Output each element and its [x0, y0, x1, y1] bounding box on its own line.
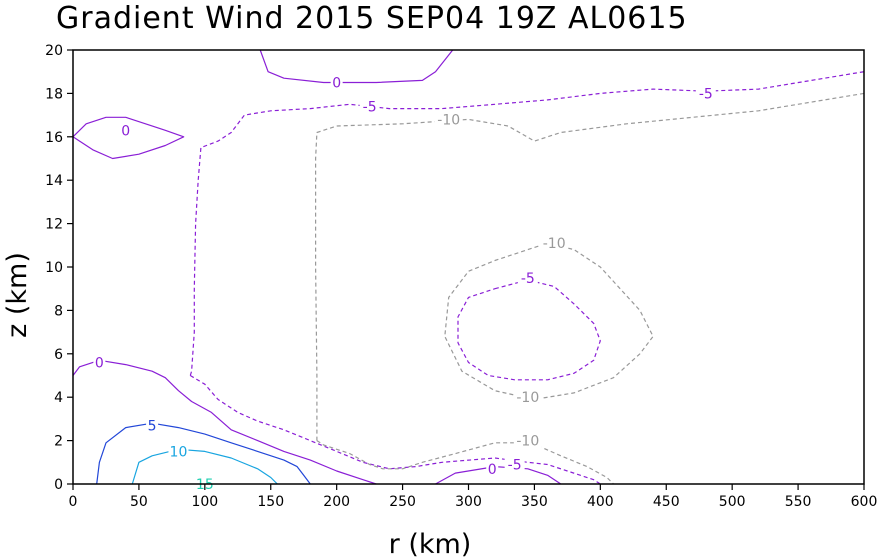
contour-label: -10 [516, 390, 539, 406]
contour-label: 10 [170, 444, 188, 460]
contour-label: -5 [363, 99, 377, 115]
contour-line-minus10-11 [316, 440, 614, 485]
plot-frame [72, 49, 865, 485]
contour-line-minus5-8 [189, 374, 601, 485]
contour-label: -10 [437, 112, 460, 128]
y-axis: 0 2 4 6 8 10 12 14 16 18 20 [45, 43, 73, 493]
y-axis-label: z (km) [2, 252, 33, 338]
contour-line-5-4 [96, 422, 311, 485]
contour-label-bg [517, 269, 538, 286]
y-tick-label: 8 [54, 303, 63, 319]
x-tick-label: 200 [323, 494, 350, 510]
x-tick-label: 600 [851, 494, 878, 510]
y-tick-label: 4 [54, 390, 63, 406]
contour-line-10-5 [131, 448, 278, 485]
y-tick-label: 16 [45, 130, 63, 146]
contour-line-0-3 [72, 116, 185, 160]
y-tick-label: 18 [45, 86, 63, 102]
contour-label-bg [513, 389, 542, 406]
contour-label-bg [146, 417, 159, 434]
y-tick-label: 12 [45, 217, 63, 233]
contour-line-minus10-10 [315, 92, 865, 441]
y-tick-label: 2 [54, 434, 63, 450]
contour-label: 0 [95, 355, 104, 371]
contour-label-bg [540, 235, 569, 252]
contour-label-bg [513, 432, 542, 449]
contour-label: 0 [332, 76, 341, 92]
contour-label-bg [93, 354, 106, 371]
x-tick-label: 100 [191, 494, 218, 510]
y-tick-label: 20 [45, 43, 63, 59]
x-tick-label: 250 [389, 494, 416, 510]
x-axis-label: r (km) [389, 529, 472, 560]
contour-label-bg [695, 85, 716, 102]
y-tick-label: 6 [54, 347, 63, 363]
x-tick-label: 300 [455, 494, 482, 510]
contour-label-bg [359, 98, 380, 115]
contour-label-bg [504, 456, 525, 473]
y-tick-label: 0 [54, 477, 63, 493]
x-tick-label: 450 [653, 494, 680, 510]
contour-line-minus5-7 [189, 71, 865, 376]
x-tick-label: 500 [719, 494, 746, 510]
contour-line-minus5-9 [457, 279, 601, 381]
x-tick-label: 150 [257, 494, 284, 510]
chart-title: Gradient Wind 2015 SEP04 19Z AL0615 [56, 1, 688, 36]
contour-label-bg [119, 122, 132, 139]
contour-line-0-2 [259, 49, 454, 84]
y-tick-label: 14 [45, 173, 63, 189]
contour-label-bg [434, 111, 463, 128]
x-tick-label: 350 [521, 494, 548, 510]
contour-label: -5 [521, 271, 535, 287]
x-axis: 0 50 100 150 200 250 300 350 400 450 500 550 600 [69, 484, 878, 510]
y-tick-label: 10 [45, 260, 63, 276]
contour-line-0-0 [72, 359, 377, 485]
contour-label: 0 [121, 123, 130, 139]
contour-label: -10 [543, 236, 566, 252]
x-tick-label: 50 [130, 494, 148, 510]
x-tick-label: 400 [587, 494, 614, 510]
contour-label-bg [486, 460, 499, 477]
x-tick-label: 550 [785, 494, 812, 510]
contour-label: 0 [488, 462, 497, 478]
contour-label: -10 [516, 434, 539, 450]
x-tick-label: 0 [69, 494, 78, 510]
contour-label: -5 [699, 86, 713, 102]
contour-line-minus10-12 [444, 242, 654, 400]
contour-label: -5 [508, 457, 522, 473]
contour-label: 5 [148, 418, 157, 434]
contour-label-bg [168, 443, 189, 460]
contour-label-bg [330, 74, 343, 91]
